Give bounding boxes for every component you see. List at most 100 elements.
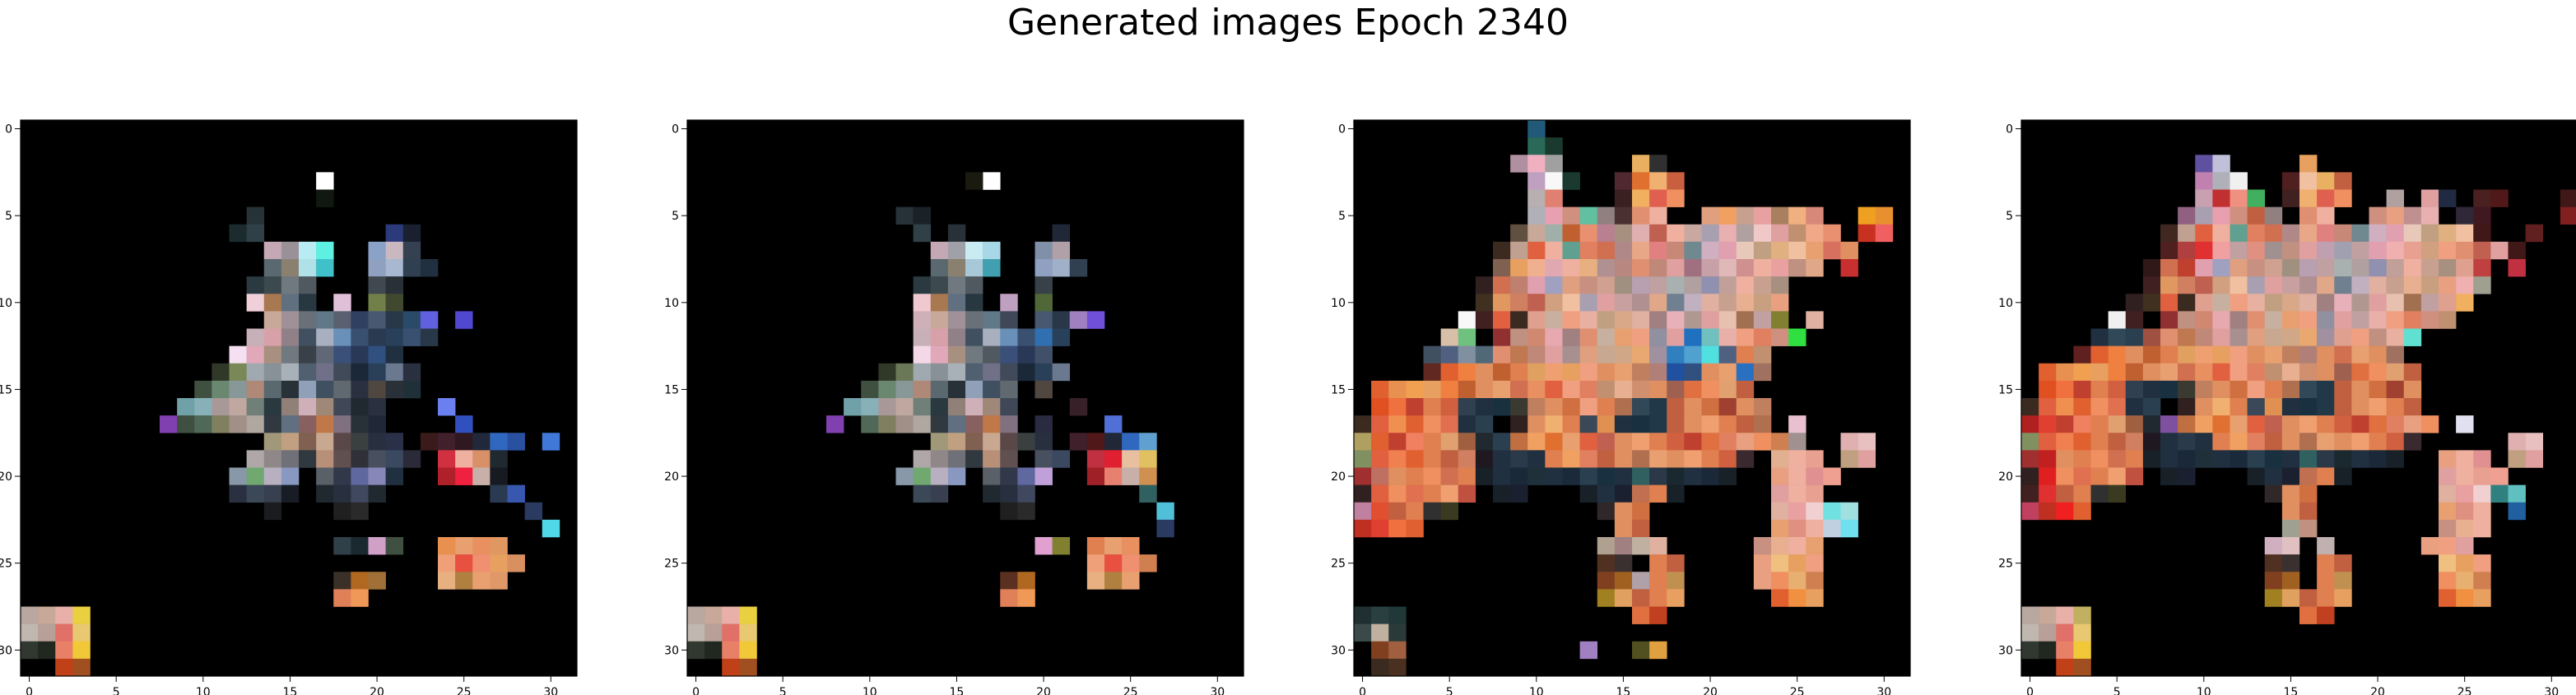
image-pixel: [2334, 276, 2352, 294]
image-pixel: [2021, 450, 2039, 468]
image-pixel: [2420, 259, 2439, 277]
x-tick-label: 25: [457, 686, 472, 695]
image-pixel: [1632, 433, 1650, 451]
image-pixel: [930, 433, 949, 451]
image-pixel: [878, 380, 896, 399]
image-pixel: [2056, 467, 2074, 485]
image-pixel: [507, 433, 525, 451]
image-pixel: [2525, 433, 2544, 451]
image-pixel: [72, 606, 91, 624]
image-pixel: [913, 398, 932, 416]
image-pixel: [281, 259, 300, 277]
image-pixel: [1736, 415, 1755, 433]
image-pixel: [2317, 276, 2335, 294]
image-pixel: [1614, 172, 1633, 190]
axes-frame: [2020, 119, 2576, 677]
image-pixel: [1035, 259, 1053, 277]
image-pixel: [1527, 450, 1546, 468]
image-pixel: [1597, 484, 1616, 503]
image-pixel: [1858, 450, 1876, 468]
image-pixel: [965, 294, 983, 312]
image-pixel: [1017, 328, 1035, 346]
image-pixel: [1736, 433, 1755, 451]
image-pixel: [983, 345, 1001, 364]
image-pixel: [1156, 502, 1174, 521]
image-pixel: [438, 537, 456, 555]
image-pixel: [1423, 345, 1441, 364]
image-pixel: [2317, 415, 2335, 433]
image-pixel: [368, 363, 386, 382]
image-pixel: [930, 484, 949, 503]
image-pixel: [2230, 206, 2248, 225]
image-pixel: [2386, 398, 2405, 416]
image-pixel: [2351, 415, 2369, 433]
image-pixel: [2317, 189, 2335, 207]
image-pixel: [2073, 502, 2091, 521]
image-pixel: [1406, 519, 1424, 538]
image-pixel: [1354, 606, 1372, 624]
image-pixel: [281, 380, 300, 399]
image-pixel: [2056, 623, 2074, 642]
image-pixel: [1475, 294, 1494, 312]
image-pixel: [1371, 450, 1389, 468]
image-pixel: [1667, 415, 1685, 433]
y-tick-label: 0: [5, 123, 12, 137]
image-pixel: [263, 450, 282, 468]
image-pixel: [1684, 294, 1702, 312]
image-pixel: [2108, 380, 2127, 399]
image-pixel: [930, 276, 949, 294]
image-pixel: [2299, 398, 2318, 416]
image-pixel: [1388, 484, 1407, 503]
image-pixel: [2142, 328, 2161, 346]
image-pixel: [1840, 502, 1858, 521]
image-pixel: [2108, 415, 2127, 433]
image-pixel: [2039, 502, 2057, 521]
image-pixel: [1771, 294, 1789, 312]
image-pixel: [2195, 206, 2213, 225]
image-pixel: [2403, 224, 2422, 243]
image-pixel: [1510, 398, 1528, 416]
image-pixel: [1614, 415, 1633, 433]
x-tick-label: 15: [950, 686, 965, 695]
image-pixel: [2386, 311, 2405, 329]
image-pixel: [2439, 241, 2457, 260]
image-pixel: [1649, 224, 1667, 243]
image-pixel: [1597, 328, 1616, 346]
image-pixel: [947, 415, 966, 433]
image-pixel: [1000, 502, 1018, 521]
image-pixel: [1632, 224, 1650, 243]
image-pixel: [722, 623, 740, 642]
image-pixel: [1614, 276, 1633, 294]
image-pixel: [2230, 294, 2248, 312]
image-pixel: [1597, 276, 1616, 294]
image-pixel: [281, 450, 300, 468]
image-pixel: [299, 415, 317, 433]
image-pixel: [1632, 363, 1650, 382]
image-pixel: [913, 276, 932, 294]
image-pixel: [229, 398, 247, 416]
image-pixel: [1562, 241, 1580, 260]
image-pixel: [2351, 380, 2369, 399]
image-pixel: [2178, 224, 2196, 243]
image-pixel: [895, 380, 914, 399]
image-pixel: [1701, 433, 1719, 451]
image-pixel: [1771, 484, 1789, 503]
image-pixel: [2264, 484, 2283, 503]
image-pixel: [2473, 206, 2491, 225]
image-pixel: [913, 206, 932, 225]
image-pixel: [1736, 259, 1755, 277]
image-pixel: [2439, 484, 2457, 503]
image-pixel: [1753, 259, 1772, 277]
image-pixel: [1458, 433, 1476, 451]
image-pixel: [2264, 276, 2283, 294]
image-pixel: [965, 259, 983, 277]
image-pixel: [1354, 467, 1372, 485]
image-pixel: [1753, 276, 1772, 294]
image-pixel: [2403, 294, 2422, 312]
image-pixel: [2160, 450, 2178, 468]
image-pixel: [2473, 519, 2491, 538]
image-pixel: [2178, 259, 2196, 277]
image-pixel: [2281, 467, 2300, 485]
image-pixel: [2456, 294, 2474, 312]
image-pixel: [1493, 363, 1511, 382]
